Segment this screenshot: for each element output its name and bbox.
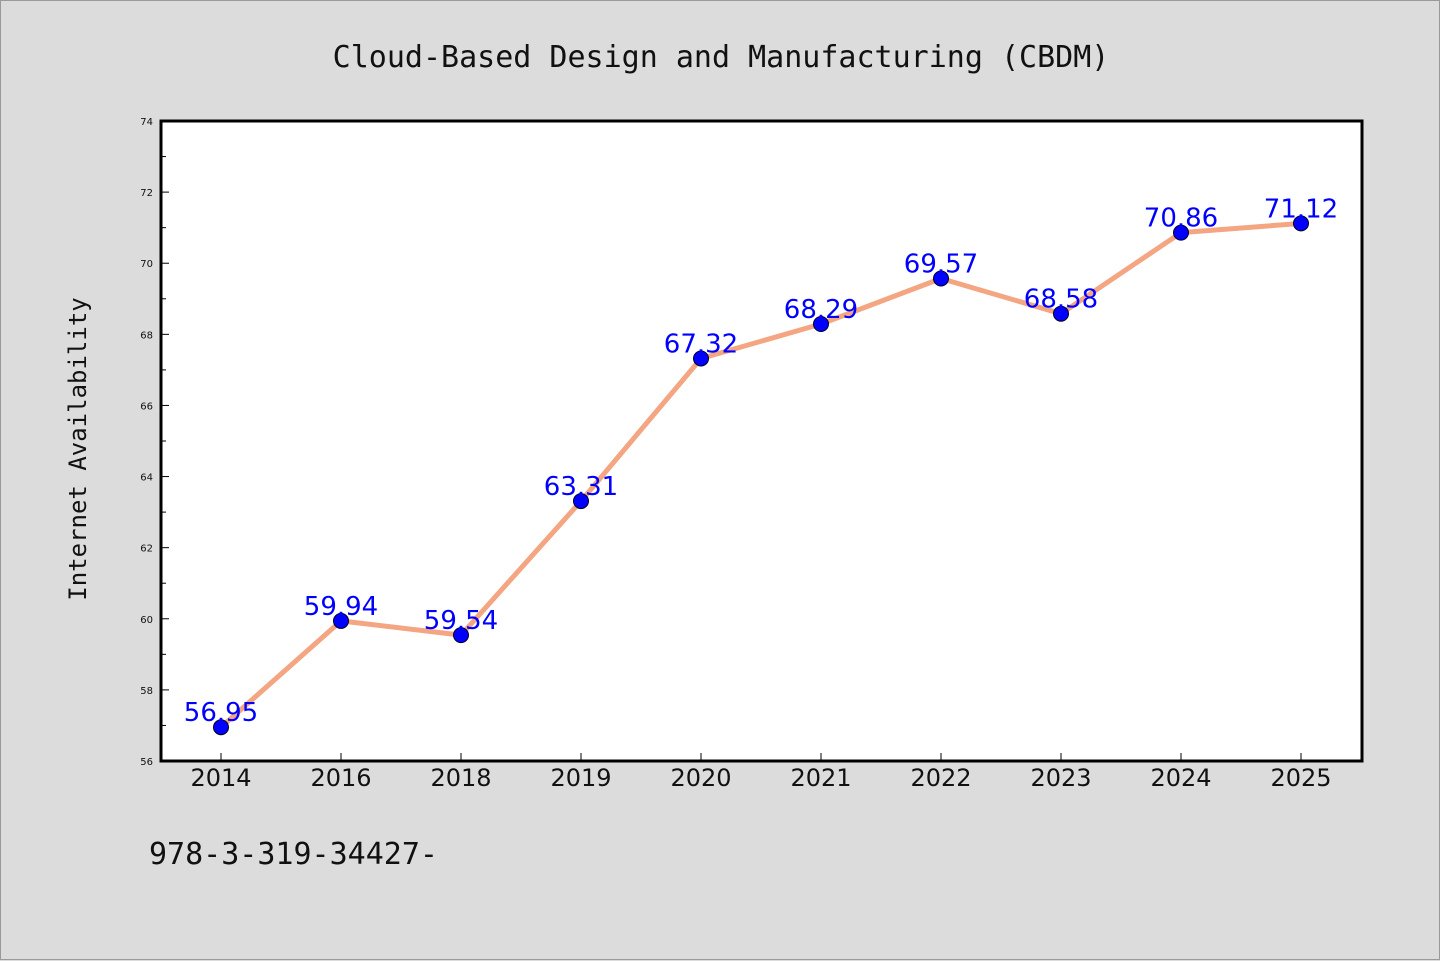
x-tick-label: 2023 [1030,764,1091,792]
data-point-label: 59.54 [424,606,498,636]
chart-title: Cloud-Based Design and Manufacturing (CB… [333,40,1110,75]
data-point-label: 68.58 [1024,285,1098,315]
data-point-marker [1293,215,1309,232]
x-axis: 2014 2016 2018 2019 2020 2021 2022 2023 2024 2025 [190,753,1332,792]
x-tick-label: 2024 [1150,764,1211,792]
data-point-marker [693,350,709,367]
footer-isbn: 978-3-319-34427- [149,837,438,872]
data-point-label: 56.95 [184,698,258,728]
y-tick-label: 62 [140,544,153,555]
data-point-marker [333,612,349,629]
data-point-label: 67.32 [664,330,738,360]
data-point-marker [813,316,829,333]
data-point-label: 59.94 [304,592,378,622]
x-tick-label: 2025 [1270,764,1331,792]
y-tick-label: 60 [140,615,153,626]
data-point-marker [573,493,589,510]
x-tick-label: 2020 [670,764,731,792]
x-tick-label: 2019 [550,764,611,792]
x-tick-label: 2014 [190,764,251,792]
data-point-marker [213,719,229,736]
data-labels-group: 56.95 59.94 59.54 63.31 67.32 68.29 69.57 68.58… [184,194,1338,728]
x-tick-label: 2018 [430,764,491,792]
x-tick-label: 2021 [790,764,851,792]
markers-group [213,215,1309,736]
x-tick-label: 2022 [910,764,971,792]
data-point-marker [1173,224,1189,241]
y-tick-label: 58 [140,686,153,697]
data-point-label: 71.12 [1264,194,1338,224]
y-tick-label: 70 [140,259,153,270]
y-tick-label: 74 [140,117,153,128]
data-point-marker [453,627,469,644]
y-axis: 56 58 60 62 64 66 68 70 72 74 [140,117,169,768]
data-point-label: 70.86 [1144,204,1218,234]
data-point-marker [1053,305,1069,322]
series-line [218,220,1304,730]
plot-area [159,119,1364,763]
y-tick-label: 72 [140,188,153,199]
data-point-label: 69.57 [904,250,978,280]
x-tick-label: 2016 [310,764,371,792]
data-point-label: 68.29 [784,295,858,325]
y-tick-label: 64 [140,473,153,484]
data-point-label: 63.31 [544,472,618,502]
y-tick-label: 66 [140,401,153,412]
series-line-group [218,220,1304,730]
y-tick-label: 68 [140,330,153,341]
y-axis-label: Internet Availability [64,297,92,600]
data-point-marker [933,270,949,287]
y-tick-label: 56 [140,757,153,768]
